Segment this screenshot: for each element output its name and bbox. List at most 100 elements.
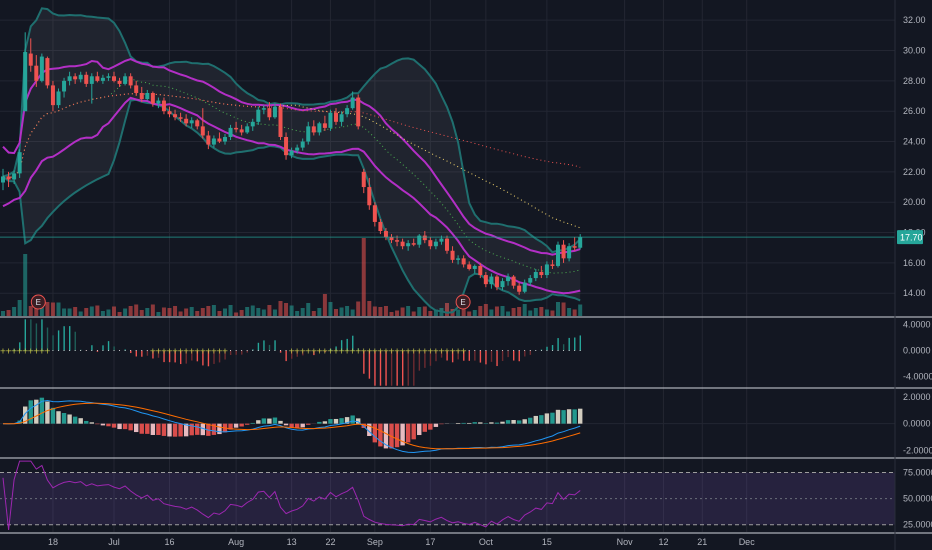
candle-body[interactable] (28, 53, 33, 66)
candle-body[interactable] (211, 138, 216, 145)
momentum-pane[interactable]: +++++++++ · · · · · · · · · · · · · · · · · · +++++++++++++… (0, 319, 581, 386)
candle-body[interactable] (100, 77, 105, 81)
candle-body[interactable] (17, 152, 22, 174)
candle-body[interactable] (62, 80, 67, 92)
candle-body[interactable] (383, 231, 388, 238)
candle-body[interactable] (395, 240, 400, 242)
candle-body[interactable] (422, 235, 427, 241)
candle-body[interactable] (228, 127, 233, 137)
candle-body[interactable] (500, 281, 505, 288)
candle-body[interactable] (350, 97, 355, 109)
earnings-marker[interactable] (455, 294, 471, 310)
candle-body[interactable] (289, 150, 294, 156)
candle-body[interactable] (522, 282, 527, 292)
candle-body[interactable] (184, 118, 189, 124)
candle-body[interactable] (456, 258, 461, 260)
candle-body[interactable] (6, 176, 11, 180)
candle-body[interactable] (50, 85, 55, 106)
candle-body[interactable] (322, 123, 327, 128)
candle-body[interactable] (250, 121, 255, 127)
candle-body[interactable] (483, 275, 488, 285)
candle-body[interactable] (78, 74, 83, 80)
candle-body[interactable] (139, 92, 144, 100)
candle-body[interactable] (539, 272, 544, 276)
candle-body[interactable] (56, 91, 61, 106)
candle-body[interactable] (178, 117, 183, 119)
earnings-marker[interactable] (30, 294, 46, 310)
rsi-pane[interactable] (0, 460, 895, 530)
candle-body[interactable] (428, 240, 433, 247)
candle-body[interactable] (467, 264, 472, 269)
candle-body[interactable] (67, 76, 72, 81)
candle-body[interactable] (73, 76, 78, 80)
candle-body[interactable] (112, 76, 116, 81)
candle-body[interactable] (334, 112, 338, 122)
candle-body[interactable] (261, 108, 266, 110)
candle-body[interactable] (328, 112, 333, 128)
candle-body[interactable] (95, 76, 100, 81)
candle-body[interactable] (511, 276, 516, 286)
candle-body[interactable] (89, 76, 94, 84)
candle-body[interactable] (561, 244, 566, 259)
candle-body[interactable] (123, 76, 128, 84)
candle-body[interactable] (528, 278, 533, 283)
candle-body[interactable] (433, 241, 438, 247)
candle-body[interactable] (206, 135, 211, 145)
price-axis[interactable]: 32.0030.0028.0026.0024.0022.0020.0018.00… (897, 15, 932, 530)
candle-body[interactable] (489, 276, 494, 285)
candle-body[interactable] (167, 111, 172, 115)
candle-body[interactable] (311, 126, 316, 133)
candle-body[interactable] (39, 56, 44, 81)
candle-body[interactable] (372, 205, 377, 222)
candle-body[interactable] (23, 52, 28, 112)
candle-body[interactable] (406, 243, 411, 247)
candle-body[interactable] (245, 126, 250, 133)
candle-body[interactable] (478, 265, 483, 276)
candle-body[interactable] (195, 120, 200, 127)
candle-body[interactable] (12, 173, 17, 180)
candle-body[interactable] (161, 100, 166, 112)
candle-body[interactable] (217, 138, 222, 142)
candle-body[interactable] (256, 109, 261, 122)
candle-body[interactable] (189, 120, 194, 124)
candle-body[interactable] (128, 76, 133, 86)
candle-body[interactable] (134, 85, 139, 93)
candle-body[interactable] (34, 65, 39, 81)
candle-body[interactable] (45, 58, 50, 86)
candle-body[interactable] (272, 106, 277, 118)
candle-body[interactable] (150, 92, 155, 104)
candle-body[interactable] (533, 272, 538, 279)
candle-body[interactable] (339, 114, 344, 122)
candle-body[interactable] (267, 108, 272, 118)
candle-body[interactable] (300, 141, 305, 148)
candle-body[interactable] (156, 100, 161, 104)
candle-body[interactable] (317, 123, 322, 133)
candle-body[interactable] (572, 246, 577, 248)
candle-body[interactable] (278, 106, 283, 137)
candle-body[interactable] (145, 92, 150, 100)
candle-body[interactable] (417, 235, 422, 245)
candle-body[interactable] (550, 264, 555, 266)
macd-pane[interactable] (2, 397, 583, 454)
candle-body[interactable] (400, 241, 405, 247)
candle-body[interactable] (494, 276, 499, 288)
candle-body[interactable] (378, 221, 383, 232)
candle-body[interactable] (117, 80, 122, 84)
candle-body[interactable] (361, 171, 366, 188)
candle-body[interactable] (461, 258, 466, 265)
candle-body[interactable] (84, 74, 89, 84)
candle-body[interactable] (295, 147, 300, 151)
candle-body[interactable] (556, 244, 560, 266)
candle-body[interactable] (234, 127, 239, 130)
candle-body[interactable] (1, 176, 5, 183)
candle-body[interactable] (367, 187, 372, 206)
candle-body[interactable] (544, 264, 549, 276)
candle-body[interactable] (517, 285, 522, 292)
candle-body[interactable] (450, 250, 455, 260)
candle-body[interactable] (284, 136, 289, 156)
candle-body[interactable] (445, 238, 449, 251)
candle-body[interactable] (200, 126, 205, 136)
candle-body[interactable] (223, 136, 227, 142)
